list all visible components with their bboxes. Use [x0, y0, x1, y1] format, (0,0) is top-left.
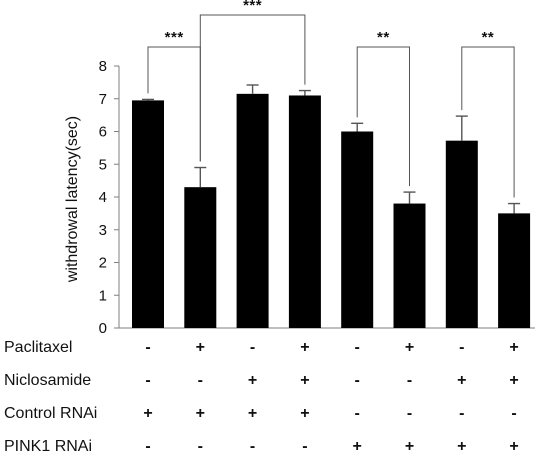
condition-label: PINK1 RNAi	[4, 438, 92, 455]
minus-sign: -	[198, 438, 203, 455]
condition-label: Niclosamide	[4, 372, 91, 389]
y-tick-label: 5	[99, 156, 107, 173]
plus-sign: +	[300, 339, 309, 356]
plus-sign: +	[509, 372, 518, 389]
minus-sign: -	[355, 372, 360, 389]
plus-sign: +	[300, 372, 309, 389]
significance-label: ***	[165, 29, 184, 46]
y-axis-label: withdrowal latency(sec)	[64, 116, 81, 283]
minus-sign: -	[407, 372, 412, 389]
bar	[184, 187, 217, 328]
y-tick-label: 6	[99, 124, 107, 141]
minus-sign: -	[145, 438, 150, 455]
significance-label: ***	[243, 0, 262, 14]
minus-sign: -	[355, 339, 360, 356]
bar	[498, 213, 531, 328]
plus-sign: +	[509, 339, 518, 356]
condition-label: Control RNAi	[4, 405, 97, 422]
minus-sign: -	[407, 405, 412, 422]
plus-sign: +	[248, 405, 257, 422]
y-tick-label: 8	[99, 58, 107, 75]
plus-sign: +	[248, 372, 257, 389]
y-tick-label: 0	[99, 320, 107, 337]
plus-sign: +	[405, 438, 414, 455]
minus-sign: -	[145, 372, 150, 389]
plus-sign: +	[457, 438, 466, 455]
plus-sign: +	[509, 438, 518, 455]
plus-sign: +	[196, 339, 205, 356]
y-tick-label: 1	[99, 287, 107, 304]
significance-label: **	[482, 29, 495, 46]
minus-sign: -	[302, 438, 307, 455]
y-tick-label: 7	[99, 91, 107, 108]
significance-bracket	[199, 14, 306, 162]
minus-sign: -	[355, 405, 360, 422]
significance-label: **	[377, 29, 390, 46]
condition-label: Paclitaxel	[4, 339, 72, 356]
bar	[445, 140, 478, 328]
significance-bracket	[461, 46, 515, 198]
plus-sign: +	[196, 405, 205, 422]
significance-bracket	[356, 46, 410, 187]
y-tick-label: 3	[99, 222, 107, 239]
y-tick-label: 2	[99, 255, 107, 272]
plus-sign: +	[143, 405, 152, 422]
y-tick-label: 4	[99, 189, 107, 206]
bar	[288, 95, 321, 328]
plus-sign: +	[405, 339, 414, 356]
plus-sign: +	[353, 438, 362, 455]
minus-sign: -	[198, 372, 203, 389]
plus-sign: +	[300, 405, 309, 422]
minus-sign: -	[459, 405, 464, 422]
minus-sign: -	[250, 339, 255, 356]
minus-sign: -	[459, 339, 464, 356]
plus-sign: +	[457, 372, 466, 389]
minus-sign: -	[145, 339, 150, 356]
minus-sign: -	[250, 438, 255, 455]
bar	[393, 203, 426, 328]
bar	[341, 131, 374, 328]
bar	[236, 93, 269, 329]
bar	[132, 100, 164, 328]
minus-sign: -	[511, 405, 516, 422]
